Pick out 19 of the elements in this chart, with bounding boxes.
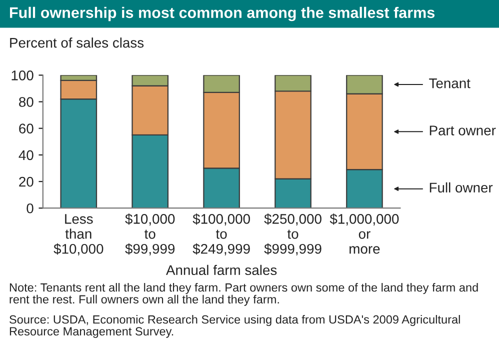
text: Part owner: [430, 126, 496, 136]
text: Full owner: [430, 182, 493, 193]
y-tick-label: 40: [18, 150, 34, 160]
x-tick-label: $1,000,000 or more: [330, 213, 399, 254]
source-note: Source: USDA, Economic Research Service using data from USDA's 2009 Agricultural Resource Management Survey.: [10, 315, 460, 338]
x-tick-label: $10,000 to $99,999: [125, 213, 175, 256]
x-tick-label: $250,000 to $999,999: [264, 213, 322, 256]
text: Tenant: [429, 78, 470, 88]
text: Note: Tenants rent all the land they farm. Part owners own some of the land they farm and rent the rest. Full owners own all the land they farm.: [10, 283, 478, 306]
x-axis-title: Annual farm sales: [166, 264, 277, 276]
y-tick-label: 0: [26, 203, 34, 214]
chart-title: Full ownership is most common among the smallest farms: [10, 6, 435, 22]
y-axis-title: Percent of sales class: [10, 38, 144, 48]
y-tick-label: 100: [12, 70, 34, 80]
x-tick-label: $100,000 to $249,999: [192, 213, 250, 256]
y-tick-label: 60: [19, 124, 34, 134]
y-tick-label: 20: [19, 176, 34, 187]
y-tick-label: 80: [19, 97, 34, 107]
x-tick-label: Less than $10,000: [54, 214, 104, 256]
